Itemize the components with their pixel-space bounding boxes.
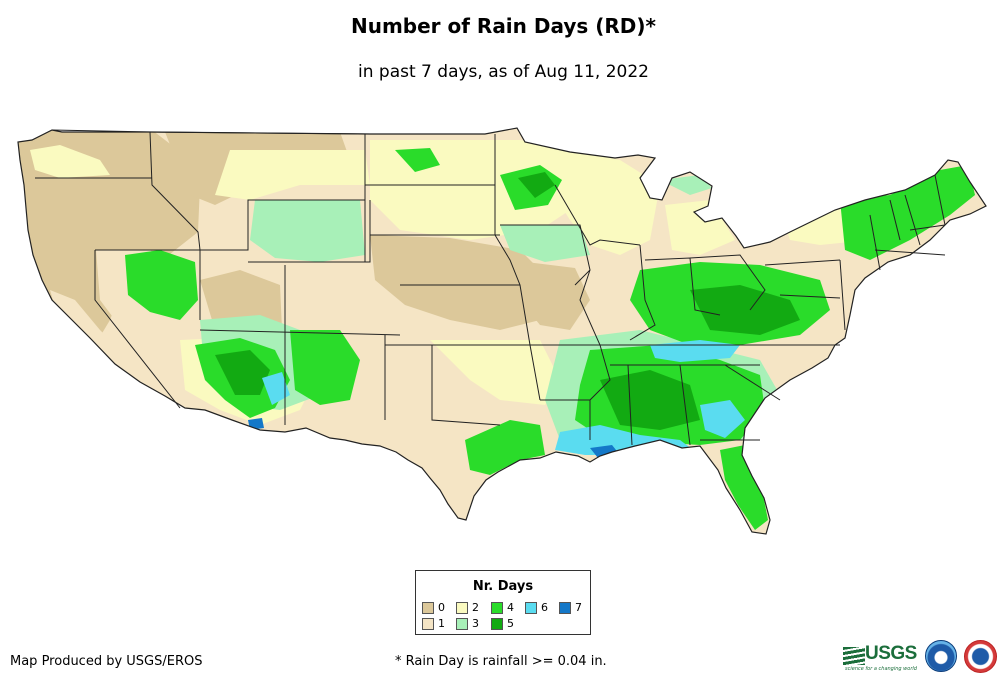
region-1-days-ca-coast: [50, 290, 120, 365]
legend-swatch-2: [456, 602, 468, 614]
legend-swatch-0: [422, 602, 434, 614]
region-4-days-tx-gulf: [465, 420, 545, 475]
rain-day-regions: [18, 130, 975, 530]
legend-item-6: 6: [525, 602, 548, 614]
region-0-days-west: [18, 130, 200, 345]
region-2-days-ok-ar: [430, 340, 560, 405]
region-5-days-appalachia: [690, 285, 800, 335]
region-5-days-ms-al: [600, 370, 700, 430]
region-6-days-az-mogollon: [262, 372, 290, 405]
region-2-days-pnw: [30, 145, 110, 178]
region-4-days-nd-east: [395, 148, 440, 172]
nws-logo-icon: [964, 640, 997, 673]
legend-swatch-5: [491, 618, 503, 630]
noaa-logo-icon: [925, 640, 957, 672]
region-0-days-ks-mo: [510, 260, 590, 330]
legend-label-4: 4: [507, 601, 514, 614]
region-4-days-florida: [720, 445, 768, 530]
region-4-days-nm: [290, 330, 360, 405]
legend-item-0: 0: [422, 602, 445, 614]
region-3-days-wy-co: [250, 200, 365, 262]
legend-item-1: 1: [422, 618, 445, 630]
legend-swatch-1: [422, 618, 434, 630]
map-subtitle: in past 7 days, as of Aug 11, 2022: [358, 62, 649, 82]
legend-item-7: 7: [559, 602, 582, 614]
legend-item-4: 4: [491, 602, 514, 614]
legend-item-2: 2: [456, 602, 479, 614]
region-2-days-mt: [215, 150, 370, 200]
usgs-wave-mark: [843, 647, 865, 665]
usgs-logo-icon: USGS science for a changing world: [843, 643, 919, 673]
map-title: Number of Rain Days (RD)*: [350, 14, 656, 38]
region-4-days-nv-ut: [125, 250, 198, 320]
legend-swatch-6: [525, 602, 537, 614]
rain-day-footnote: * Rain Day is rainfall >= 0.04 in.: [395, 654, 607, 669]
region-0-days-plains: [370, 235, 560, 330]
legend-label-0: 0: [438, 601, 445, 614]
region-3-days-ne: [660, 175, 712, 195]
region-5-days-mn: [518, 172, 555, 198]
region-2-days-mn-wi: [520, 140, 660, 255]
region-6-days-ga-fl: [700, 400, 745, 438]
legend-label-5: 5: [507, 617, 514, 630]
usgs-logo-text: USGS: [865, 643, 917, 664]
region-3-days-ia: [500, 225, 590, 262]
rain-days-map: [17, 127, 987, 535]
map-producer-credit: Map Produced by USGS/EROS: [10, 654, 203, 669]
usgs-tagline: science for a changing world: [845, 666, 917, 672]
legend-label-6: 6: [541, 601, 548, 614]
legend-label-2: 2: [472, 601, 479, 614]
legend-label-3: 3: [472, 617, 479, 630]
region-5-days-az-core: [215, 350, 270, 395]
legend-label-7: 7: [575, 601, 582, 614]
legend-label-1: 1: [438, 617, 445, 630]
map-legend: Nr. Days 0 1 2 3 4 5 6 7: [415, 570, 591, 635]
legend-item-3: 3: [456, 618, 479, 630]
legend-swatch-7: [559, 602, 571, 614]
legend-title: Nr. Days: [472, 579, 534, 594]
legend-item-5: 5: [491, 618, 514, 630]
legend-swatch-4: [491, 602, 503, 614]
legend-swatch-3: [456, 618, 468, 630]
